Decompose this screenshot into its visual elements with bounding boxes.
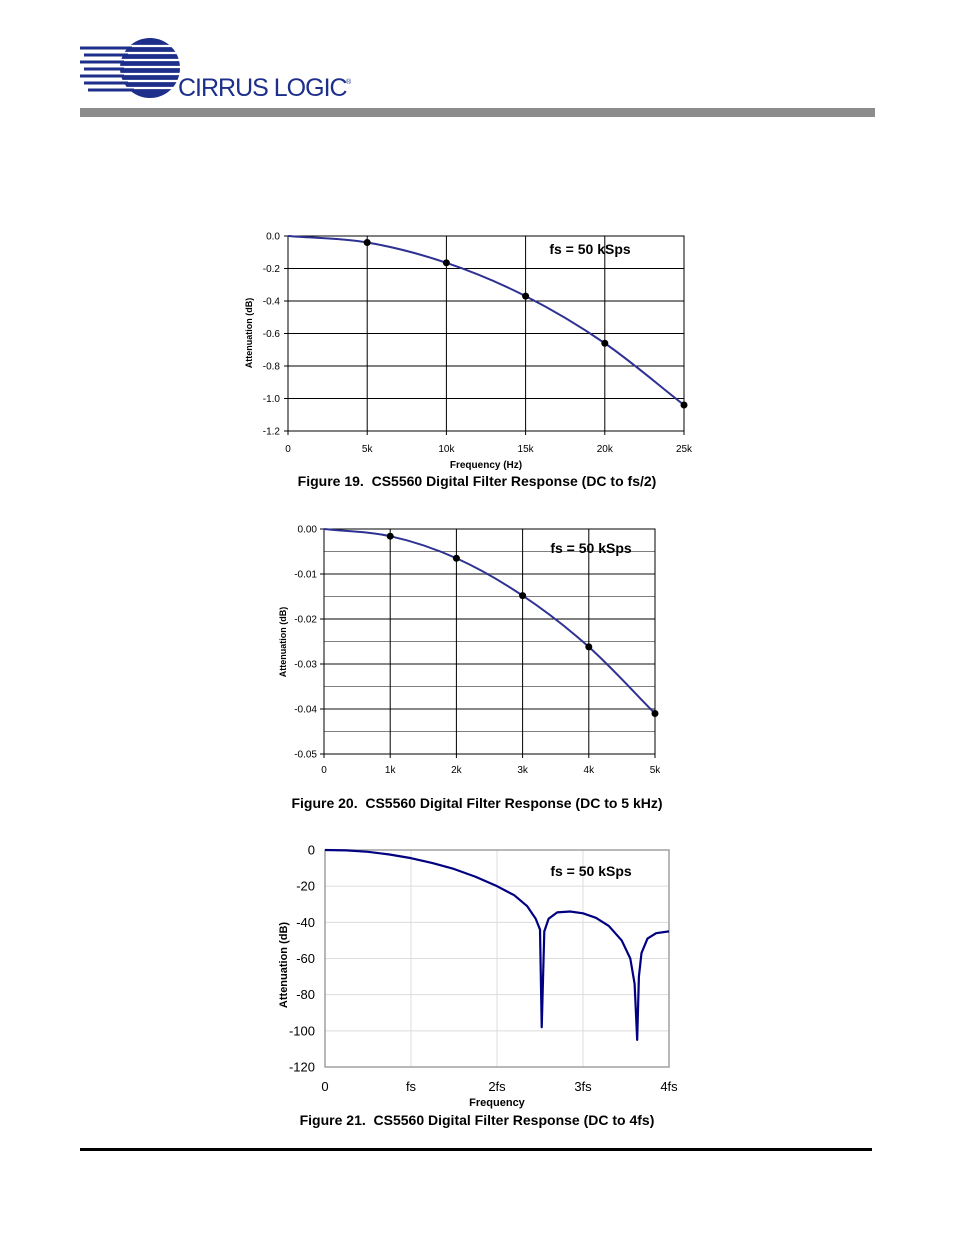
figure-19-caption: Figure 19. CS5560 Digital Filter Respons… (297, 473, 657, 489)
figure-19: 0.0 -0.2 -0.4 -0.6 -0.8 -1.0 -1.2 0 5k 10k 15k 20k 2… (0, 218, 954, 473)
y-tick-label: -0.8 (263, 362, 281, 373)
x-tick-label: 2k (451, 765, 463, 776)
y-tick-label: -0.04 (294, 705, 317, 716)
y-tick-label: -0.02 (294, 615, 317, 626)
header-rule (80, 108, 875, 117)
y-tick-label: 0 (308, 843, 315, 858)
logo-emblem-icon (80, 38, 182, 98)
x-tick-label: 5k (362, 444, 374, 455)
logo-registered-mark: ® (346, 78, 352, 86)
x-axis-label: Frequency (469, 1097, 526, 1109)
y-tick-label: -0.6 (263, 329, 281, 340)
x-tick-label: 4k (584, 765, 596, 776)
y-axis-label: Attenuation (dB) (244, 298, 254, 368)
data-point (680, 401, 688, 409)
x-tick-label: fs (406, 1079, 417, 1094)
logo-wordmark: CIRRUS LOGIC (178, 74, 348, 100)
y-tick-label: -120 (289, 1060, 315, 1075)
y-tick-label: -20 (296, 879, 315, 894)
x-tick-label: 25k (676, 444, 693, 455)
x-tick-label: 4fs (660, 1079, 678, 1094)
y-tick-label: -60 (296, 951, 315, 966)
series-line (287, 235, 685, 406)
y-tick-label: -0.4 (263, 297, 281, 308)
y-axis-label: Attenuation (dB) (278, 607, 288, 677)
x-tick-label: 0 (321, 1079, 328, 1094)
y-tick-label: -40 (296, 915, 315, 930)
data-point (601, 339, 609, 347)
data-point (522, 292, 530, 300)
data-point (585, 643, 593, 651)
chart-figure-21: 0 -20 -40 -60 -80 -100 -120 0 fs 2fs 3fs 4fs fs = 50… (278, 843, 678, 1109)
cirrus-logic-logo: CIRRUS LOGIC ® (80, 38, 360, 100)
data-point (452, 554, 460, 562)
y-tick-label: 0.00 (298, 525, 318, 536)
x-tick-label: 2fs (488, 1079, 506, 1094)
y-tick-label: -1.2 (263, 427, 281, 438)
plot-frame (323, 528, 656, 755)
series-line (324, 848, 670, 1041)
series-line (323, 528, 656, 715)
figure-20: 0.00 -0.01 -0.02 -0.03 -0.04 -0.05 0 1k 2k 3k 4k 5k… (0, 515, 954, 785)
chart-figure-19: 0.0 -0.2 -0.4 -0.6 -0.8 -1.0 -1.2 0 5k 10k 15k 20k 2… (244, 232, 693, 472)
x-tick-label: 3k (517, 765, 529, 776)
y-tick-label: 0.0 (266, 232, 280, 243)
data-point (519, 592, 527, 600)
data-point (651, 710, 659, 717)
figure-21: 0 -20 -40 -60 -80 -100 -120 0 fs 2fs 3fs 4fs fs = 50… (0, 838, 954, 1113)
x-tick-label: 1k (385, 765, 397, 776)
x-tick-label: 15k (518, 444, 535, 455)
x-tick-label: 5k (650, 765, 662, 776)
data-point (386, 532, 394, 540)
y-tick-label: -100 (289, 1023, 315, 1038)
y-tick-label: -0.05 (294, 750, 317, 761)
plot-frame (324, 849, 670, 1068)
x-tick-label: 10k (438, 444, 455, 455)
data-point (442, 259, 450, 267)
data-point (363, 239, 371, 246)
figure-21-caption: Figure 21. CS5560 Digital Filter Respons… (299, 1112, 655, 1128)
fs-annotation: fs = 50 kSps (550, 863, 632, 879)
y-tick-label: -1.0 (263, 394, 281, 405)
plot-frame (287, 235, 685, 432)
x-tick-label: 0 (321, 765, 327, 776)
y-tick-label: -0.03 (294, 660, 317, 671)
fs-annotation: fs = 50 kSps (549, 241, 631, 257)
x-tick-label: 0 (285, 444, 291, 455)
y-tick-label: -80 (296, 987, 315, 1002)
chart-figure-20: 0.00 -0.01 -0.02 -0.03 -0.04 -0.05 0 1k 2k 3k 4k 5k… (278, 525, 662, 777)
footer-rule (80, 1148, 872, 1151)
fs-annotation: fs = 50 kSps (550, 540, 632, 556)
y-tick-label: -0.2 (263, 264, 281, 275)
y-axis-label: Attenuation (dB) (278, 922, 290, 1008)
x-axis-label: Frequency (Hz) (450, 460, 522, 471)
y-tick-label: -0.01 (294, 570, 317, 581)
x-tick-label: 20k (597, 444, 614, 455)
x-tick-label: 3fs (574, 1079, 592, 1094)
figure-20-caption: Figure 20. CS5560 Digital Filter Respons… (291, 795, 663, 811)
